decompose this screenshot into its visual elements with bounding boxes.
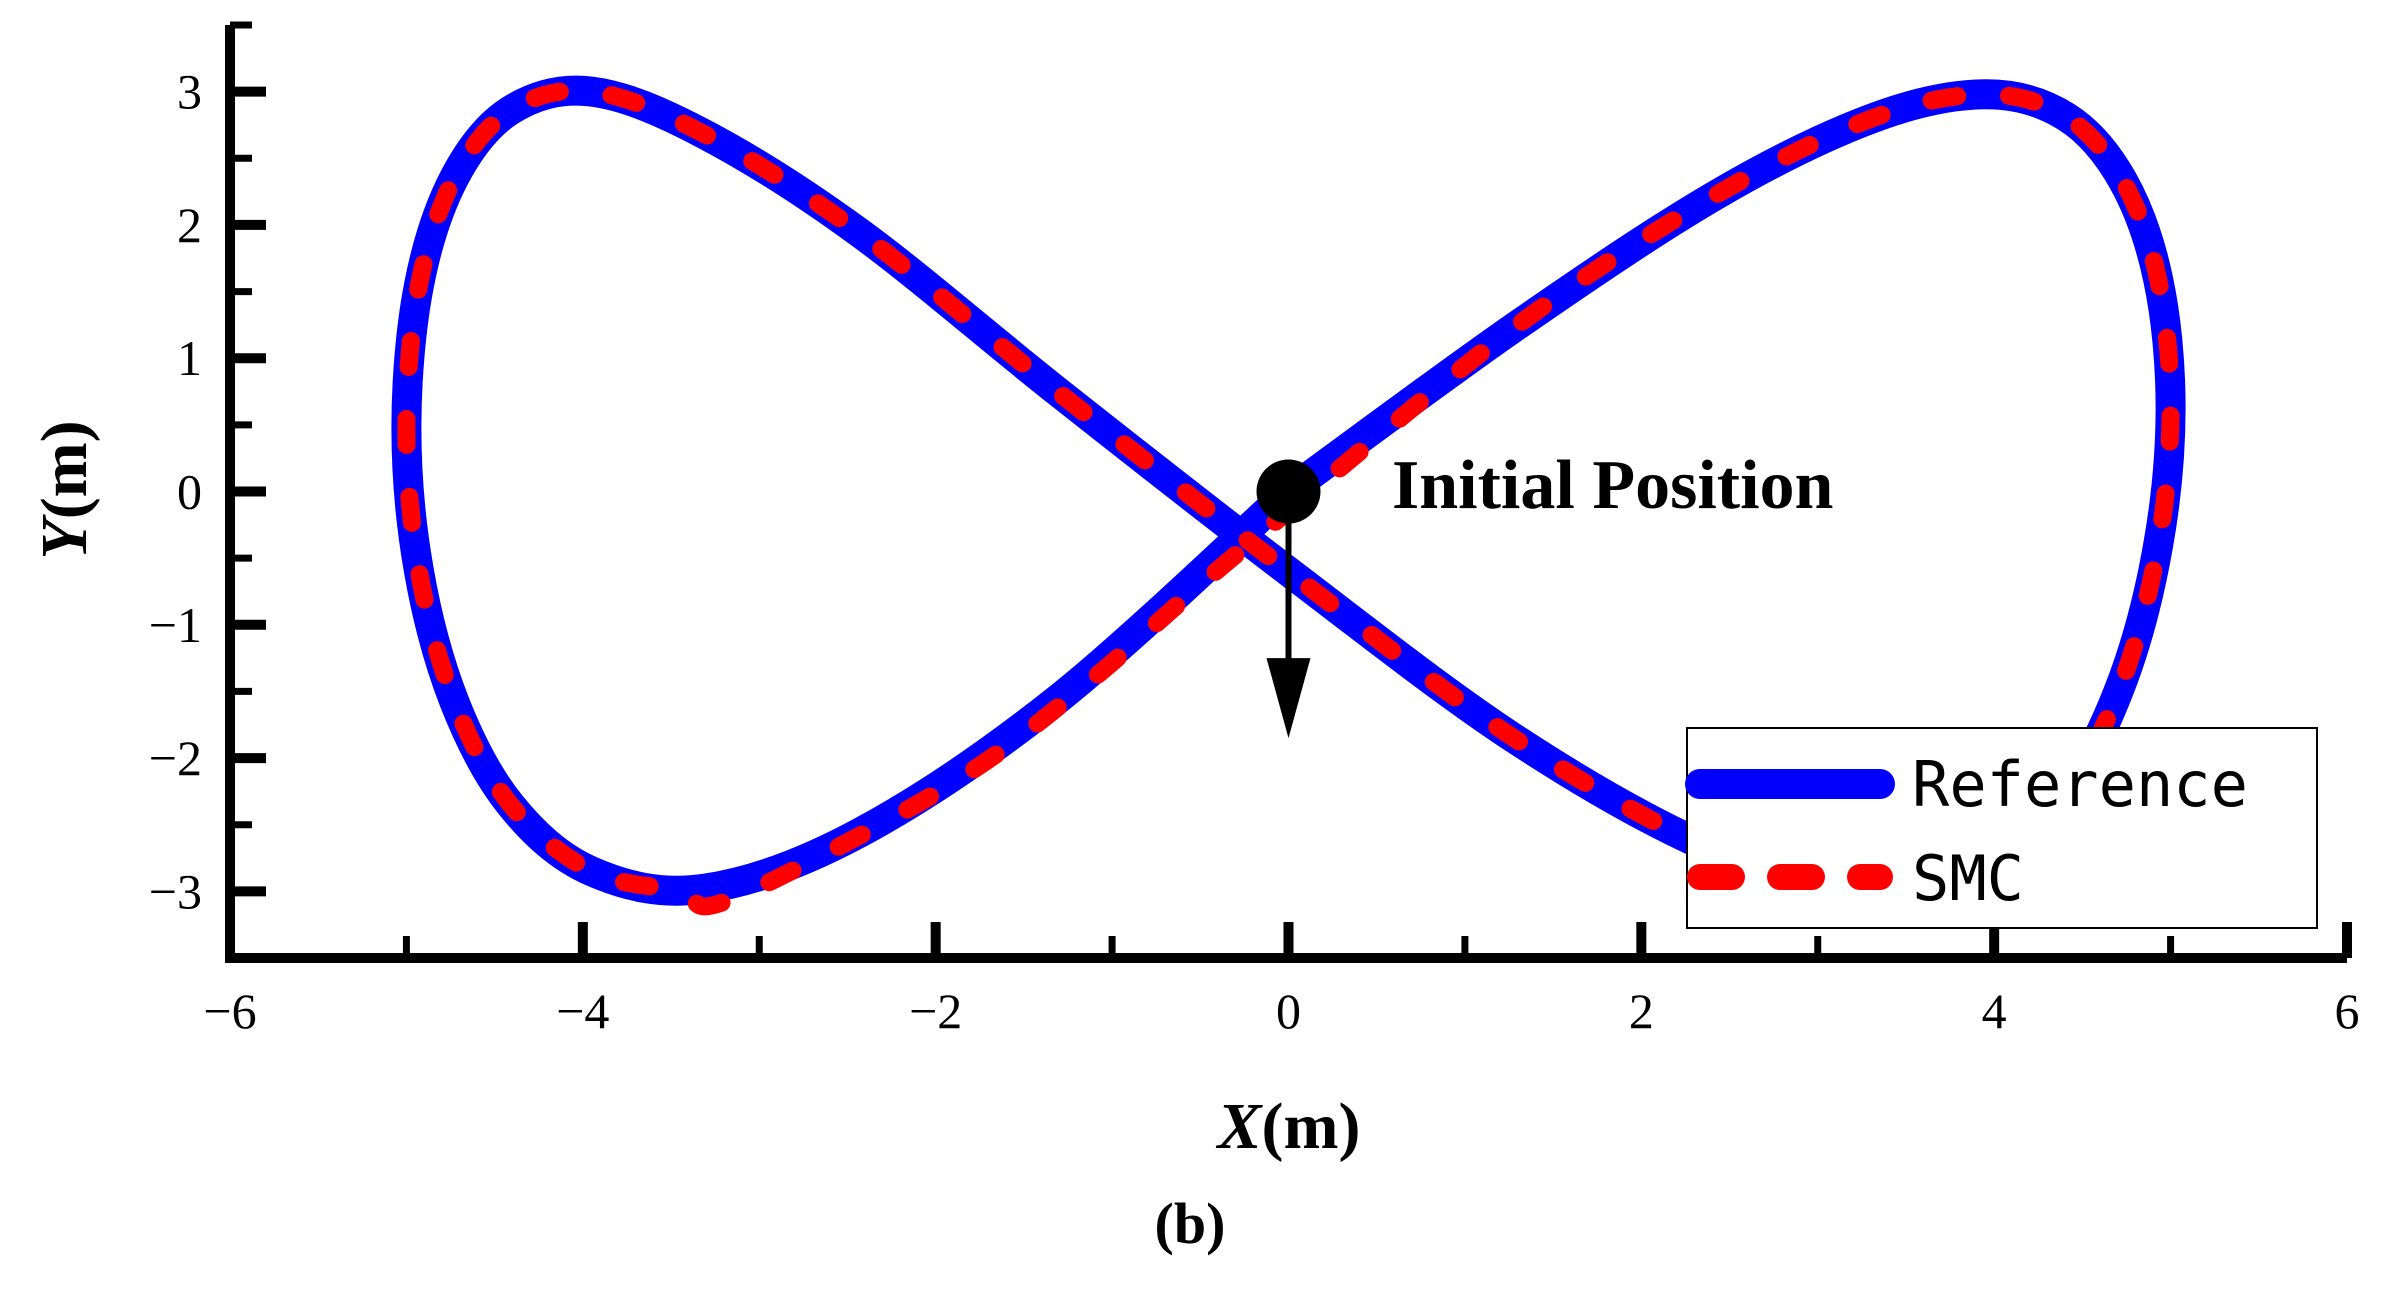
x-axis-title: X(m) — [1216, 1090, 1361, 1163]
axes-layer — [225, 21, 2352, 963]
y-axis-title: Y(m) — [28, 420, 101, 559]
y-axis-title-unit: (m) — [28, 420, 101, 519]
y-tick-label: −3 — [149, 863, 202, 919]
y-tick-label: −2 — [149, 730, 202, 786]
x-axis-title-unit: (m) — [1262, 1090, 1361, 1163]
y-tick-label: 3 — [177, 64, 202, 120]
x-axis-title-var: X — [1216, 1090, 1264, 1163]
x-tick-label: −6 — [203, 983, 256, 1039]
initial-position-marker — [1256, 459, 1321, 524]
x-tick-label: 6 — [2335, 983, 2360, 1039]
x-tick-label: −4 — [556, 983, 609, 1039]
y-tick-label: 0 — [177, 464, 202, 520]
x-tick-label: 4 — [1982, 983, 2007, 1039]
y-tick-label: 2 — [177, 197, 202, 253]
legend: Reference SMC — [1685, 727, 2318, 929]
y-tick-label: 1 — [177, 330, 202, 386]
tick-label-layer: −3 −2 −1 0 1 2 3 −6 −4 −2 0 2 4 6 — [149, 64, 2360, 1039]
x-tick-label: −2 — [909, 983, 962, 1039]
y-tick-label: −1 — [149, 597, 202, 653]
initial-direction-arrow-head — [1266, 658, 1311, 739]
legend-label-reference: Reference — [1912, 748, 2248, 821]
annotation-layer — [1256, 459, 1321, 739]
legend-box — [1686, 727, 2318, 929]
y-axis-title-var: Y — [28, 514, 101, 560]
x-tick-label: 0 — [1276, 983, 1301, 1039]
figure-caption: (b) — [1155, 1191, 1226, 1256]
legend-label-smc: SMC — [1912, 842, 2024, 915]
x-tick-label: 2 — [1629, 983, 1654, 1039]
initial-position-label: Initial Position — [1392, 447, 1833, 524]
series-line-smc — [397, 81, 2180, 916]
